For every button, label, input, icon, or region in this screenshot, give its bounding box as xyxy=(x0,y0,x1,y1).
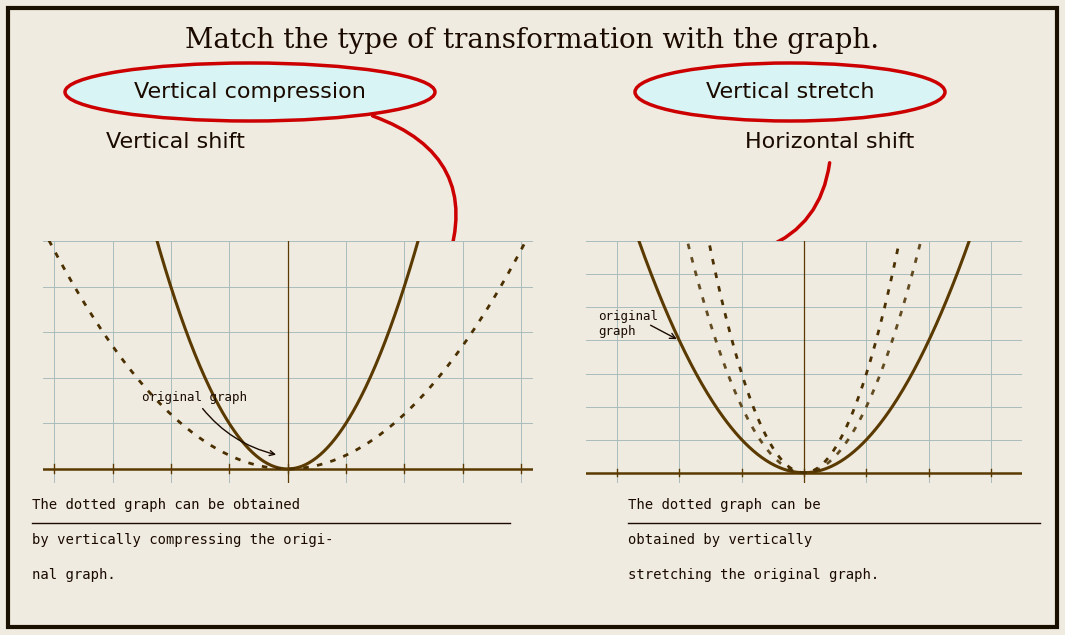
Ellipse shape xyxy=(635,63,945,121)
Text: Vertical shift: Vertical shift xyxy=(105,132,245,152)
Text: original
graph: original graph xyxy=(599,310,658,338)
Text: Vertical compression: Vertical compression xyxy=(134,82,366,102)
Text: The dotted graph can be: The dotted graph can be xyxy=(628,498,821,512)
Text: Horizontal shift: Horizontal shift xyxy=(746,132,915,152)
Text: obtained by vertically: obtained by vertically xyxy=(628,533,813,547)
Text: by vertically compressing the origi-: by vertically compressing the origi- xyxy=(32,533,333,547)
Text: nal graph.: nal graph. xyxy=(32,568,116,582)
Text: Match the type of transformation with the graph.: Match the type of transformation with th… xyxy=(185,27,879,53)
Text: Vertical stretch: Vertical stretch xyxy=(706,82,874,102)
Ellipse shape xyxy=(65,63,435,121)
Text: original graph: original graph xyxy=(142,391,275,455)
Text: The dotted graph can be obtained: The dotted graph can be obtained xyxy=(32,498,300,512)
Text: stretching the original graph.: stretching the original graph. xyxy=(628,568,880,582)
